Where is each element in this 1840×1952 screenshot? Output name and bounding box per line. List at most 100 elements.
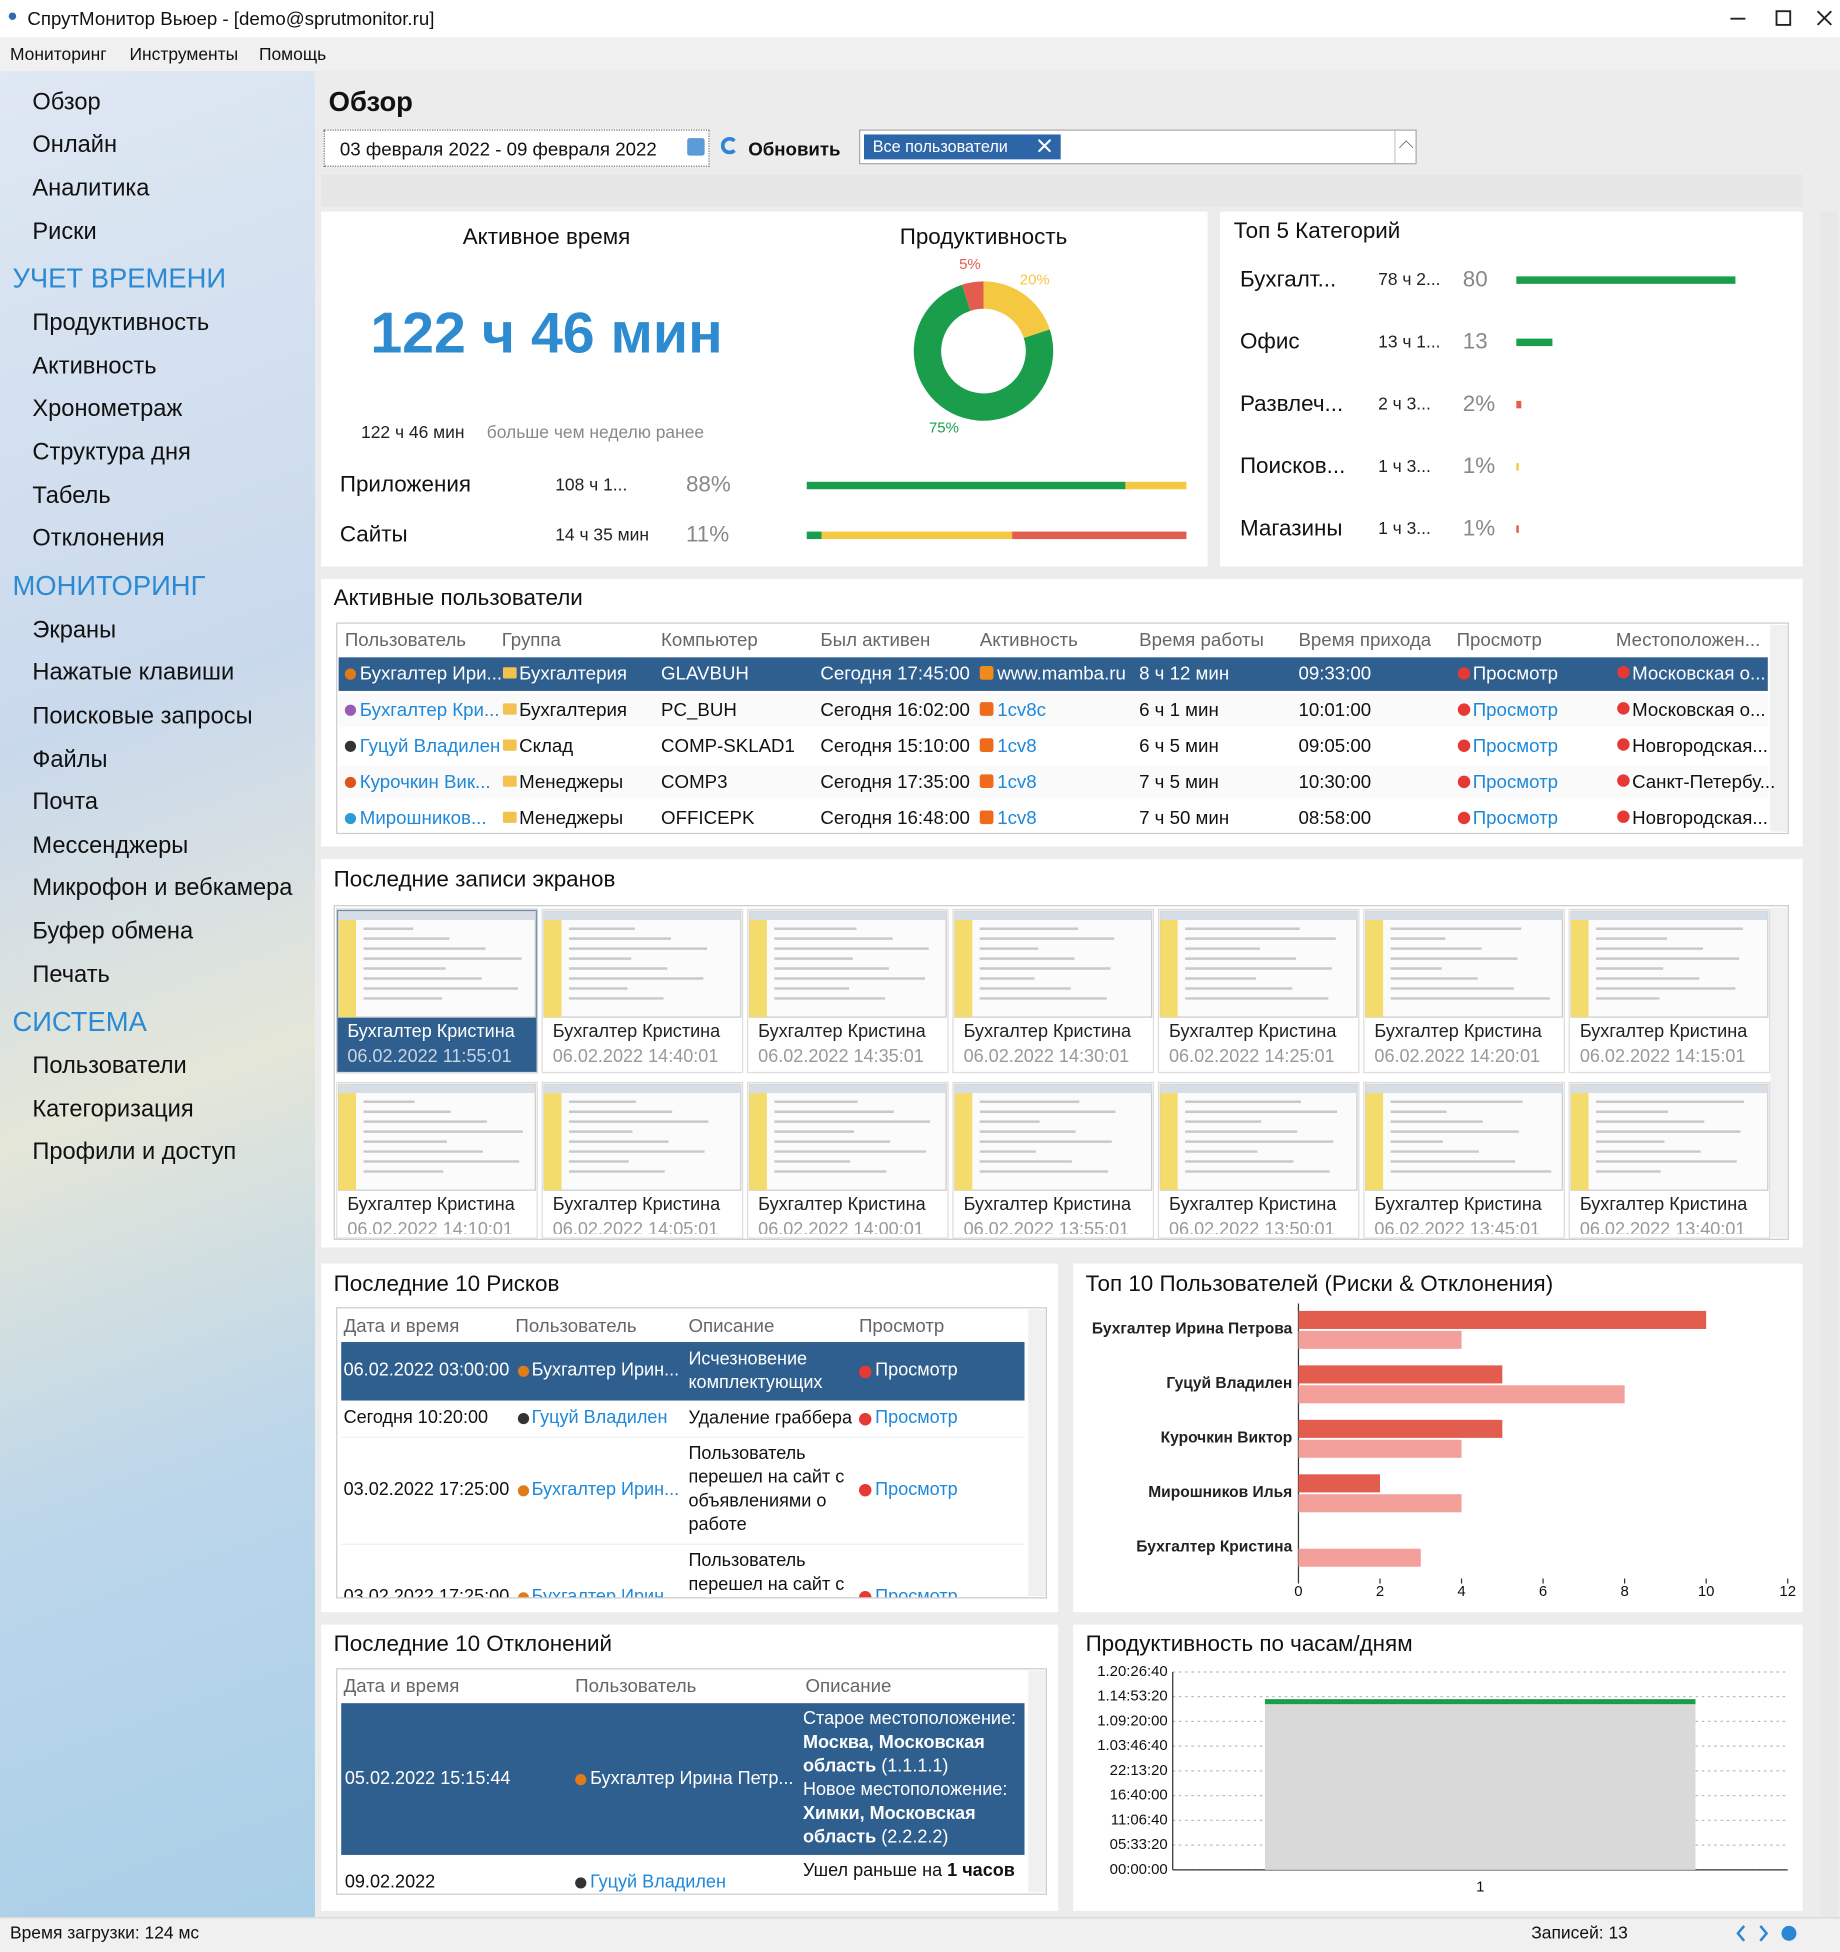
menu-item[interactable]: Мониторинг bbox=[10, 43, 107, 67]
screen-user[interactable]: Бухгалтер Кристина bbox=[553, 1192, 720, 1217]
screen-user[interactable]: Бухгалтер Кристина bbox=[964, 1192, 1131, 1217]
table-scrollbar[interactable] bbox=[1770, 625, 1787, 832]
table-scrollbar[interactable] bbox=[1028, 1671, 1045, 1893]
nav-item[interactable]: Пользователи bbox=[32, 1051, 186, 1084]
risk-user[interactable]: Гуцуй Владилен bbox=[532, 1406, 668, 1431]
nav-item[interactable]: Категоризация bbox=[32, 1094, 193, 1127]
screen-user[interactable]: Бухгалтер Кристина bbox=[758, 1019, 925, 1044]
table-cell[interactable]: 1cv8 bbox=[997, 769, 1036, 795]
nav-item[interactable]: Нажатые клавиши bbox=[32, 658, 234, 691]
panel-title: Последние 10 Отклонений bbox=[334, 1629, 612, 1660]
screen-time[interactable]: 06.02.2022 14:40:01 bbox=[553, 1044, 719, 1069]
menu-item[interactable]: Помощь bbox=[259, 43, 326, 67]
maximize-icon[interactable] bbox=[1777, 11, 1791, 25]
category-value: 1% bbox=[1463, 513, 1495, 544]
screen-user[interactable]: Бухгалтер Кристина bbox=[964, 1019, 1131, 1044]
deviation-user[interactable]: Бухгалтер Ирина Петр... bbox=[590, 1766, 793, 1791]
table-cell[interactable]: Бухгалтер Кри... bbox=[360, 697, 500, 723]
table-cell[interactable]: Просмотр bbox=[1473, 769, 1558, 795]
nav-item[interactable]: Онлайн bbox=[32, 130, 117, 163]
refresh-button[interactable]: Обновить bbox=[748, 136, 840, 162]
screen-user[interactable]: Бухгалтер Кристина bbox=[1169, 1192, 1336, 1217]
table-cell[interactable]: 1cv8 bbox=[997, 733, 1036, 759]
nav-item[interactable]: Файлы bbox=[32, 744, 107, 777]
table-cell[interactable]: 1cv8 bbox=[997, 805, 1036, 831]
table-cell[interactable]: Просмотр bbox=[1473, 733, 1558, 759]
table-cell[interactable]: Просмотр bbox=[1473, 697, 1558, 723]
table-cell[interactable]: Просмотр bbox=[1473, 805, 1558, 831]
table-cell[interactable]: Бухгалтер Ири... bbox=[360, 660, 502, 686]
screen-time[interactable]: 06.02.2022 14:35:01 bbox=[758, 1044, 924, 1069]
nav-item[interactable]: Риски bbox=[32, 216, 96, 249]
filter-dropdown[interactable] bbox=[1394, 131, 1416, 163]
risk-user[interactable]: Бухгалтер Ирин... bbox=[532, 1585, 680, 1598]
screen-user[interactable]: Бухгалтер Кристина bbox=[347, 1019, 514, 1044]
screen-time[interactable]: 06.02.2022 14:25:01 bbox=[1169, 1044, 1335, 1069]
risk-view[interactable]: Просмотр bbox=[875, 1478, 957, 1503]
nav-item[interactable]: Обзор bbox=[32, 87, 100, 120]
screen-user[interactable]: Бухгалтер Кристина bbox=[1374, 1019, 1541, 1044]
date-range[interactable]: 03 февраля 2022 - 09 февраля 2022 bbox=[340, 136, 657, 162]
nav-item[interactable]: Поисковые запросы bbox=[32, 701, 252, 734]
nav-item[interactable]: Мессенджеры bbox=[32, 830, 188, 863]
screen-user[interactable]: Бухгалтер Кристина bbox=[1169, 1019, 1336, 1044]
screen-time[interactable]: 06.02.2022 14:30:01 bbox=[964, 1044, 1130, 1069]
screen-user[interactable]: Бухгалтер Кристина bbox=[553, 1019, 720, 1044]
menu-item[interactable]: Инструменты bbox=[129, 43, 238, 67]
nav-item[interactable]: Аналитика bbox=[32, 173, 149, 206]
table-cell: Сегодня 16:02:00 bbox=[820, 697, 969, 723]
main-scrollbar[interactable] bbox=[1820, 212, 1837, 1918]
nav-item[interactable]: Буфер обмена bbox=[32, 916, 193, 949]
risk-view[interactable]: Просмотр bbox=[875, 1359, 957, 1384]
screen-user[interactable]: Бухгалтер Кристина bbox=[1580, 1192, 1747, 1217]
category-name: Развлеч... bbox=[1240, 389, 1343, 420]
description-text: Новое местоположение: bbox=[803, 1780, 1007, 1800]
table-cell[interactable]: Курочкин Вик... bbox=[360, 769, 491, 795]
table-cell: Сегодня 17:35:00 bbox=[820, 769, 969, 795]
nav-item[interactable]: Табель bbox=[32, 480, 110, 513]
active-time-panel bbox=[321, 212, 1207, 567]
screen-time[interactable]: 06.02.2022 14:20:01 bbox=[1374, 1044, 1540, 1069]
screen-user[interactable]: Бухгалтер Кристина bbox=[347, 1192, 514, 1217]
close-icon[interactable] bbox=[1818, 11, 1832, 25]
description-text: Старое местоположение: bbox=[803, 1709, 1016, 1729]
view-icon bbox=[859, 1591, 871, 1597]
screen-user[interactable]: Бухгалтер Кристина bbox=[1374, 1192, 1541, 1217]
nav-item[interactable]: Структура дня bbox=[32, 437, 190, 470]
table-cell[interactable]: Гуцуй Владилен bbox=[360, 733, 501, 759]
table-cell: GLAVBUH bbox=[661, 660, 749, 686]
nav-item[interactable]: Хронометраж bbox=[32, 394, 182, 427]
filter-tag-label[interactable]: Все пользователи bbox=[873, 136, 1008, 159]
risk-view[interactable]: Просмотр bbox=[875, 1585, 957, 1598]
deviation-user[interactable]: Гуцуй Владилен bbox=[590, 1870, 726, 1893]
screen-time[interactable]: 06.02.2022 14:15:01 bbox=[1580, 1044, 1746, 1069]
table-cell[interactable]: Мирошников... bbox=[360, 805, 487, 831]
nav-item[interactable]: Продуктивность bbox=[32, 308, 209, 341]
nav-item[interactable]: Печать bbox=[32, 959, 109, 992]
window-controls[interactable] bbox=[1718, 0, 1840, 37]
nav-item[interactable]: Отклонения bbox=[32, 523, 164, 556]
risk-view[interactable]: Просмотр bbox=[875, 1406, 957, 1431]
table-cell[interactable]: www.mamba.ru bbox=[997, 660, 1126, 686]
table-cell: OFFICEPK bbox=[661, 805, 754, 831]
grid-scrollbar[interactable] bbox=[1770, 908, 1787, 1238]
table-cell[interactable]: 1cv8c bbox=[997, 697, 1046, 723]
table-cell[interactable]: Просмотр bbox=[1473, 660, 1558, 686]
table-scrollbar[interactable] bbox=[1028, 1310, 1045, 1596]
nav-item[interactable]: Активность bbox=[32, 351, 156, 384]
calendar-icon[interactable] bbox=[687, 138, 704, 155]
filter-tag-remove[interactable] bbox=[1038, 139, 1050, 151]
screen-user[interactable]: Бухгалтер Кристина bbox=[758, 1192, 925, 1217]
refresh-icon[interactable] bbox=[721, 137, 738, 154]
screen-time[interactable]: 06.02.2022 11:55:01 bbox=[347, 1044, 511, 1069]
nav-item[interactable]: Экраны bbox=[32, 615, 116, 648]
nav-item[interactable]: Профили и доступ bbox=[32, 1137, 236, 1170]
risk-user[interactable]: Бухгалтер Ирин... bbox=[532, 1478, 680, 1503]
screen-user[interactable]: Бухгалтер Кристина bbox=[1580, 1019, 1747, 1044]
nav-item[interactable]: Микрофон и вебкамера bbox=[32, 873, 292, 906]
risk-user[interactable]: Бухгалтер Ирин... bbox=[532, 1359, 680, 1384]
description-text: (2.2.2.2) bbox=[881, 1828, 948, 1848]
risks-rows: 06.02.2022 03:00:00Бухгалтер Ирин...Исче… bbox=[341, 1342, 1024, 1597]
nav-item[interactable]: Почта bbox=[32, 787, 98, 820]
